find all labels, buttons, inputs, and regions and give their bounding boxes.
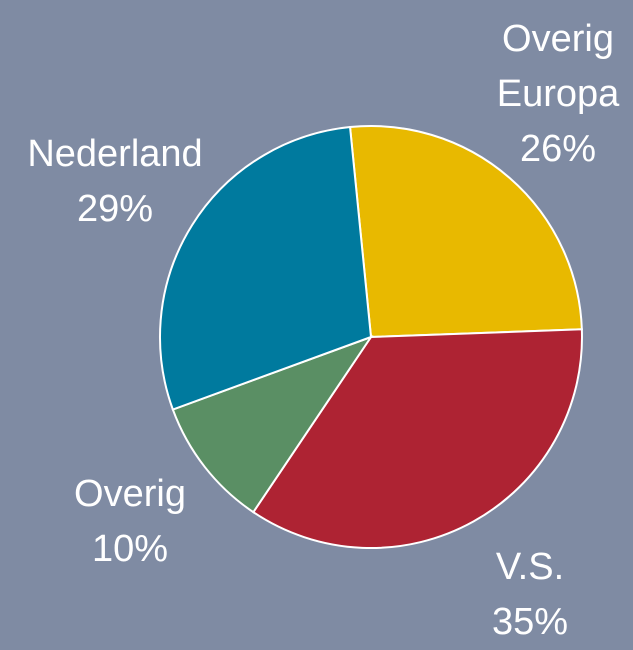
pie-slice: [348, 125, 583, 339]
pie-slice: [251, 328, 583, 549]
slice-label: Overig 10%: [30, 467, 230, 577]
pie-slice: [171, 335, 374, 514]
category-label: V.S.: [495, 546, 565, 588]
slice-label: Nederland 29%: [0, 127, 235, 237]
value-label: 35%: [491, 601, 569, 643]
category-label: Nederland: [27, 133, 203, 175]
slice-label: V.S. 35%: [430, 540, 630, 650]
value-label: 26%: [519, 128, 597, 170]
pie-slice: [159, 125, 373, 411]
slice-label: Overig Europa 26%: [483, 12, 633, 177]
category-label: Overig Europa: [496, 18, 620, 115]
value-label: 10%: [91, 528, 169, 570]
value-label: 29%: [76, 188, 154, 230]
category-label: Overig: [74, 473, 186, 515]
